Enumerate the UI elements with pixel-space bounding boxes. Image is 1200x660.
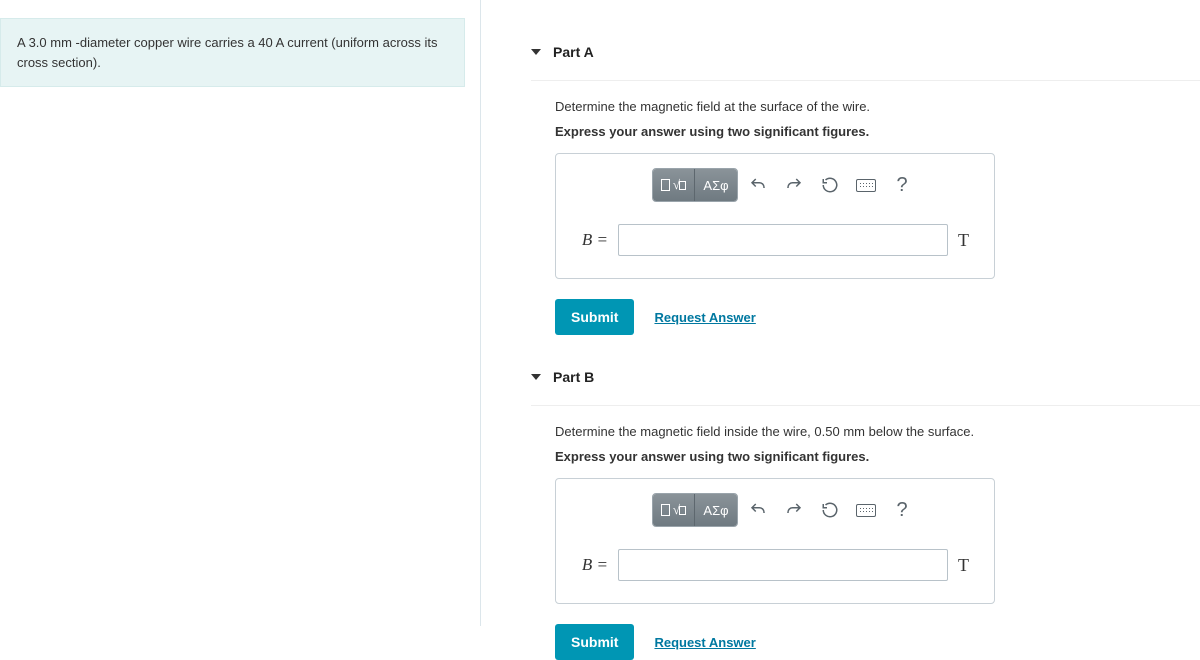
template-button[interactable]: √: [653, 494, 695, 526]
redo-icon[interactable]: [778, 494, 810, 526]
part-b-unit: T: [958, 555, 978, 576]
part-b-body: Determine the magnetic field inside the …: [531, 406, 1200, 660]
undo-icon[interactable]: [742, 494, 774, 526]
part-b-answer-row: B = T: [572, 549, 978, 581]
part-a-answer-row: B = T: [572, 224, 978, 256]
left-column: A 3.0 mm -diameter copper wire carries a…: [0, 0, 480, 626]
part-a-header[interactable]: Part A: [531, 38, 1200, 81]
reset-icon[interactable]: [814, 494, 846, 526]
part-a-body: Determine the magnetic field at the surf…: [531, 81, 1200, 335]
reset-icon[interactable]: [814, 169, 846, 201]
problem-text: A 3.0 mm -diameter copper wire carries a…: [17, 35, 438, 70]
part-a-submit-button[interactable]: Submit: [555, 299, 634, 335]
part-b-instruction: Determine the magnetic field inside the …: [555, 424, 1200, 439]
part-a-format-hint: Express your answer using two significan…: [555, 124, 1200, 139]
part-a-unit: T: [958, 230, 978, 251]
part-b: Part B Determine the magnetic field insi…: [531, 363, 1200, 660]
equation-tools-group: √ ΑΣφ: [652, 493, 738, 527]
part-b-toolbar: √ ΑΣφ: [572, 493, 978, 527]
right-column: Part A Determine the magnetic field at t…: [481, 0, 1200, 626]
part-a-variable: B =: [572, 230, 608, 250]
page-layout: A 3.0 mm -diameter copper wire carries a…: [0, 0, 1200, 626]
keyboard-icon[interactable]: [850, 169, 882, 201]
caret-down-icon: [531, 49, 541, 55]
template-button[interactable]: √: [653, 169, 695, 201]
part-b-variable: B =: [572, 555, 608, 575]
part-a-input[interactable]: [618, 224, 948, 256]
redo-icon[interactable]: [778, 169, 810, 201]
caret-down-icon: [531, 374, 541, 380]
part-a: Part A Determine the magnetic field at t…: [531, 38, 1200, 335]
part-a-actions: Submit Request Answer: [555, 299, 1200, 335]
problem-statement: A 3.0 mm -diameter copper wire carries a…: [0, 18, 465, 87]
help-icon[interactable]: ?: [886, 494, 918, 526]
part-a-toolbar: √ ΑΣφ: [572, 168, 978, 202]
part-b-title: Part B: [553, 369, 594, 385]
part-a-instruction: Determine the magnetic field at the surf…: [555, 99, 1200, 114]
part-b-format-hint: Express your answer using two significan…: [555, 449, 1200, 464]
part-b-submit-button[interactable]: Submit: [555, 624, 634, 660]
part-b-answer-card: √ ΑΣφ: [555, 478, 995, 604]
part-b-actions: Submit Request Answer: [555, 624, 1200, 660]
part-b-header[interactable]: Part B: [531, 363, 1200, 406]
part-a-request-answer-link[interactable]: Request Answer: [654, 310, 755, 325]
part-a-title: Part A: [553, 44, 594, 60]
equation-tools-group: √ ΑΣφ: [652, 168, 738, 202]
part-b-input[interactable]: [618, 549, 948, 581]
greek-button[interactable]: ΑΣφ: [695, 169, 737, 201]
greek-button[interactable]: ΑΣφ: [695, 494, 737, 526]
keyboard-icon[interactable]: [850, 494, 882, 526]
part-a-answer-card: √ ΑΣφ: [555, 153, 995, 279]
help-icon[interactable]: ?: [886, 169, 918, 201]
undo-icon[interactable]: [742, 169, 774, 201]
part-b-request-answer-link[interactable]: Request Answer: [654, 635, 755, 650]
